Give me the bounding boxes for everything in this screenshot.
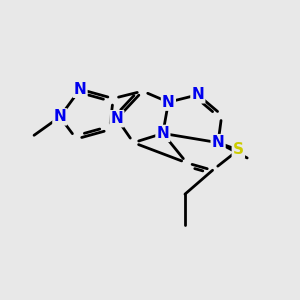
Text: N: N	[162, 95, 175, 110]
Text: N: N	[53, 110, 66, 124]
Text: S: S	[233, 142, 244, 158]
Text: N: N	[212, 135, 224, 150]
Text: N: N	[74, 82, 86, 97]
Text: N: N	[110, 111, 123, 126]
Text: N: N	[157, 126, 169, 141]
Text: N: N	[191, 87, 204, 102]
